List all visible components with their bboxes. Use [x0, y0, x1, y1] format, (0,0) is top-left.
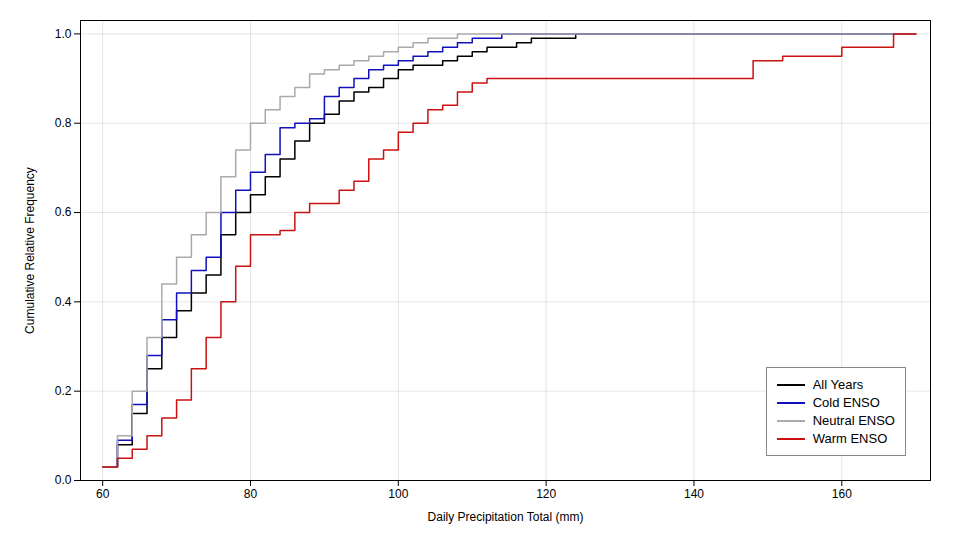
html-text:All Years: All Years [812, 377, 864, 392]
html-text:Cold ENSO: Cold ENSO [812, 395, 880, 410]
html-text:Neutral ENSO: Neutral ENSO [812, 413, 895, 428]
svg-text:0.6: 0.6 [55, 205, 72, 219]
svg-text:160: 160 [832, 487, 852, 501]
svg-text:1.0: 1.0 [55, 27, 72, 41]
svg-text:0.8: 0.8 [55, 116, 72, 130]
svg-text:Daily Precipitation Total (mm): Daily Precipitation Total (mm) [428, 510, 584, 524]
svg-text:0.4: 0.4 [55, 295, 72, 309]
svg-text:100: 100 [388, 487, 408, 501]
svg-text:0.0: 0.0 [55, 473, 72, 487]
svg-text:140: 140 [684, 487, 704, 501]
svg-text:80: 80 [244, 487, 258, 501]
svg-text:60: 60 [96, 487, 110, 501]
svg-text:0.2: 0.2 [55, 384, 72, 398]
svg-text:Cumulative Relative Frequency: Cumulative Relative Frequency [23, 167, 37, 334]
html-text:Warm ENSO: Warm ENSO [812, 431, 888, 446]
svg-text:120: 120 [536, 487, 556, 501]
